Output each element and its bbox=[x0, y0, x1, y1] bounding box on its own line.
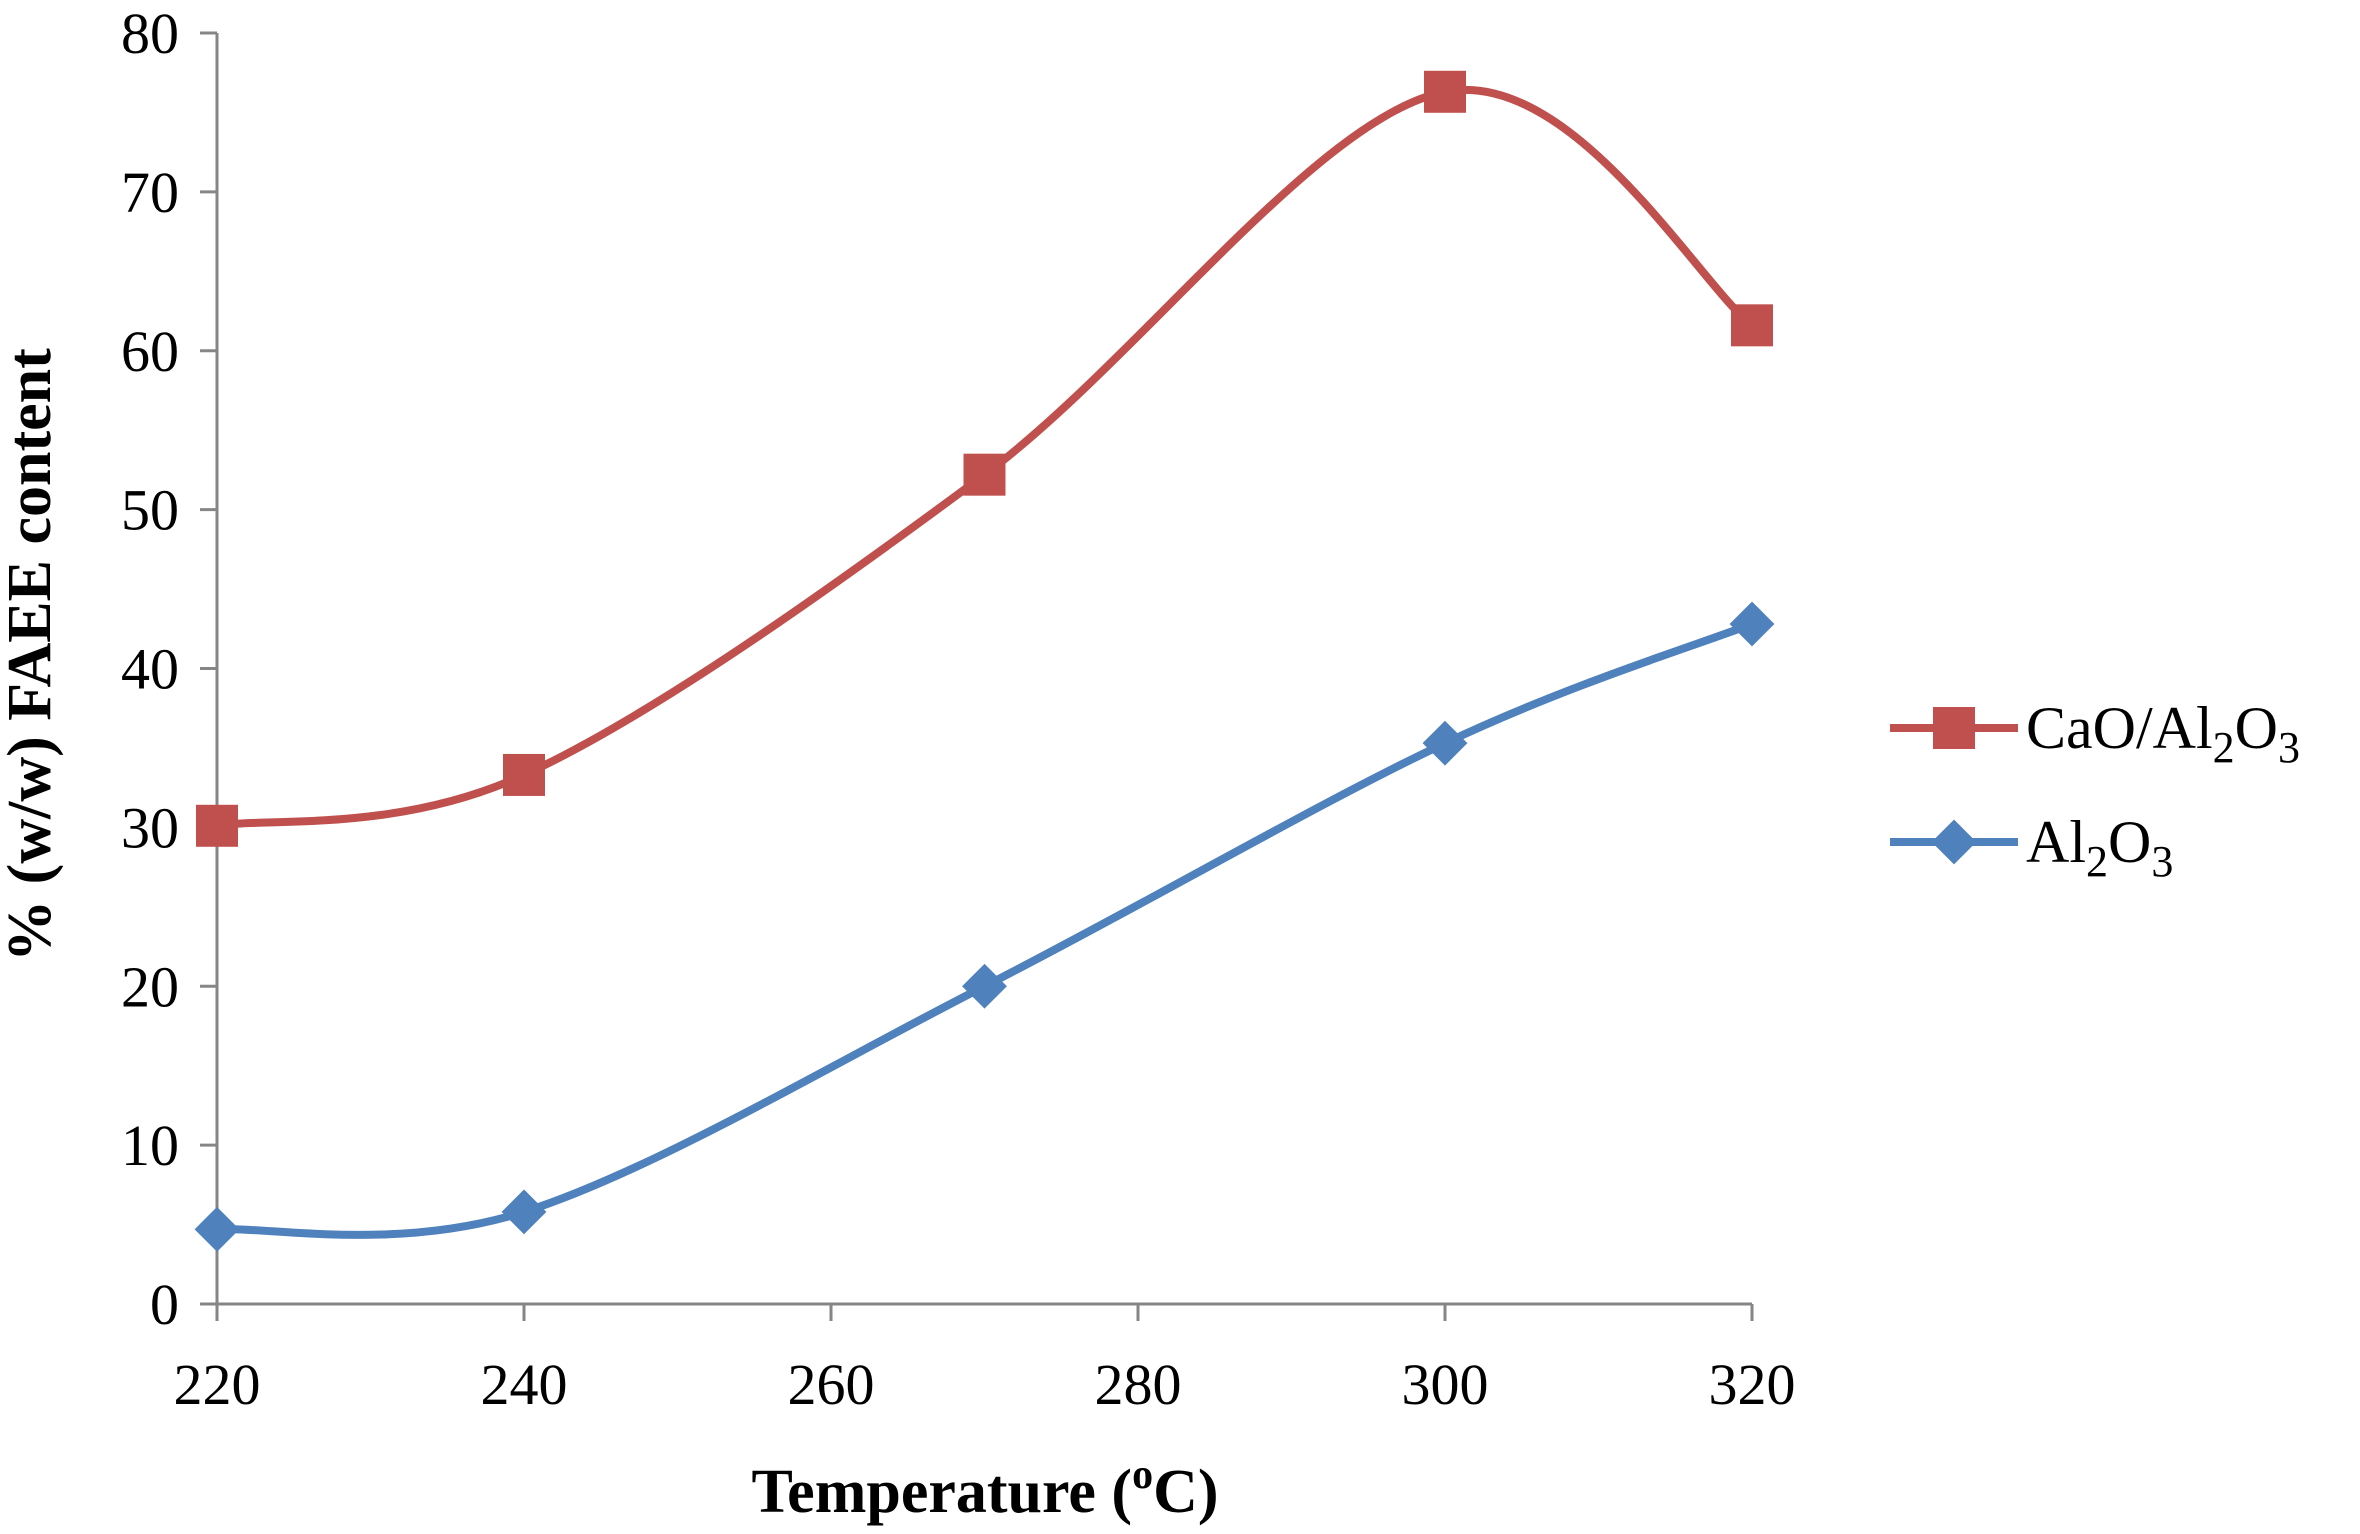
legend-label-cao-al2o3: CaO/Al2O3 bbox=[2026, 695, 2300, 772]
legend-item-al2o3: Al2O3 bbox=[1890, 809, 2173, 886]
x-tick-label: 220 bbox=[174, 1352, 261, 1417]
x-tick-label: 320 bbox=[1709, 1352, 1796, 1417]
legend-label-part: CaO/Al bbox=[2026, 695, 2213, 761]
data-point-cao-al2o3 bbox=[196, 804, 238, 847]
data-point-cao-al2o3 bbox=[963, 453, 1006, 496]
legend-label-part: O bbox=[2108, 809, 2151, 875]
data-point-cao-al2o3 bbox=[503, 753, 545, 796]
x-tick-label: 280 bbox=[1095, 1352, 1182, 1417]
x-axis-title-text: C) bbox=[1153, 1458, 1218, 1526]
data-point-cao-al2o3 bbox=[1731, 304, 1773, 347]
y-axis-title: % (w/w) FAEE content bbox=[0, 348, 64, 962]
series-line-cao-al2o3 bbox=[213, 85, 1756, 830]
x-tick-label: 260 bbox=[788, 1352, 875, 1417]
legend-label-al2o3: Al2O3 bbox=[2026, 809, 2173, 886]
legend-marker-al2o3 bbox=[1931, 819, 1977, 865]
y-tick-label: 0 bbox=[150, 1272, 179, 1337]
data-point-cao-al2o3 bbox=[1424, 70, 1466, 113]
y-tick-label: 20 bbox=[121, 954, 179, 1019]
legend-label-part: 2 bbox=[2213, 723, 2235, 772]
legend-label-part: O bbox=[2235, 695, 2278, 761]
axes: 0 10 20 30 40 50 60 70 80 220 240 260 280 300 320 bbox=[121, 1, 1796, 1417]
series-line-al2o3 bbox=[213, 620, 1756, 1239]
y-tick-label: 50 bbox=[121, 478, 179, 543]
legend-label-part: Al bbox=[2026, 809, 2086, 875]
x-tick-label: 300 bbox=[1402, 1352, 1489, 1417]
series-cao-al2o3 bbox=[196, 70, 1773, 847]
y-tick-label: 30 bbox=[121, 795, 179, 860]
legend-label-part: 3 bbox=[2151, 837, 2173, 886]
data-point-al2o3 bbox=[1729, 601, 1775, 647]
x-axis-title: Temperature (oC) bbox=[752, 1452, 1219, 1526]
x-tick-label: 240 bbox=[481, 1352, 568, 1417]
x-axis-title-text: Temperature ( bbox=[752, 1458, 1133, 1526]
legend-marker-cao-al2o3 bbox=[1933, 707, 1975, 749]
y-tick-label: 60 bbox=[121, 319, 179, 384]
x-axis-title-superscript: o bbox=[1132, 1452, 1153, 1498]
legend-label-part: 2 bbox=[2086, 837, 2108, 886]
y-tick-label: 40 bbox=[121, 637, 179, 702]
data-point-al2o3 bbox=[194, 1206, 240, 1252]
data-point-al2o3 bbox=[962, 963, 1007, 1009]
legend-label-part: 3 bbox=[2278, 723, 2300, 772]
y-tick-label: 10 bbox=[121, 1113, 179, 1178]
series-al2o3 bbox=[194, 601, 1775, 1252]
series-layer bbox=[194, 70, 1775, 1252]
data-point-al2o3 bbox=[1422, 720, 1468, 766]
data-point-al2o3 bbox=[501, 1189, 547, 1235]
y-tick-label: 80 bbox=[121, 1, 179, 66]
legend-item-cao-al2o3: CaO/Al2O3 bbox=[1890, 695, 2300, 772]
y-tick-label: 70 bbox=[121, 160, 179, 225]
